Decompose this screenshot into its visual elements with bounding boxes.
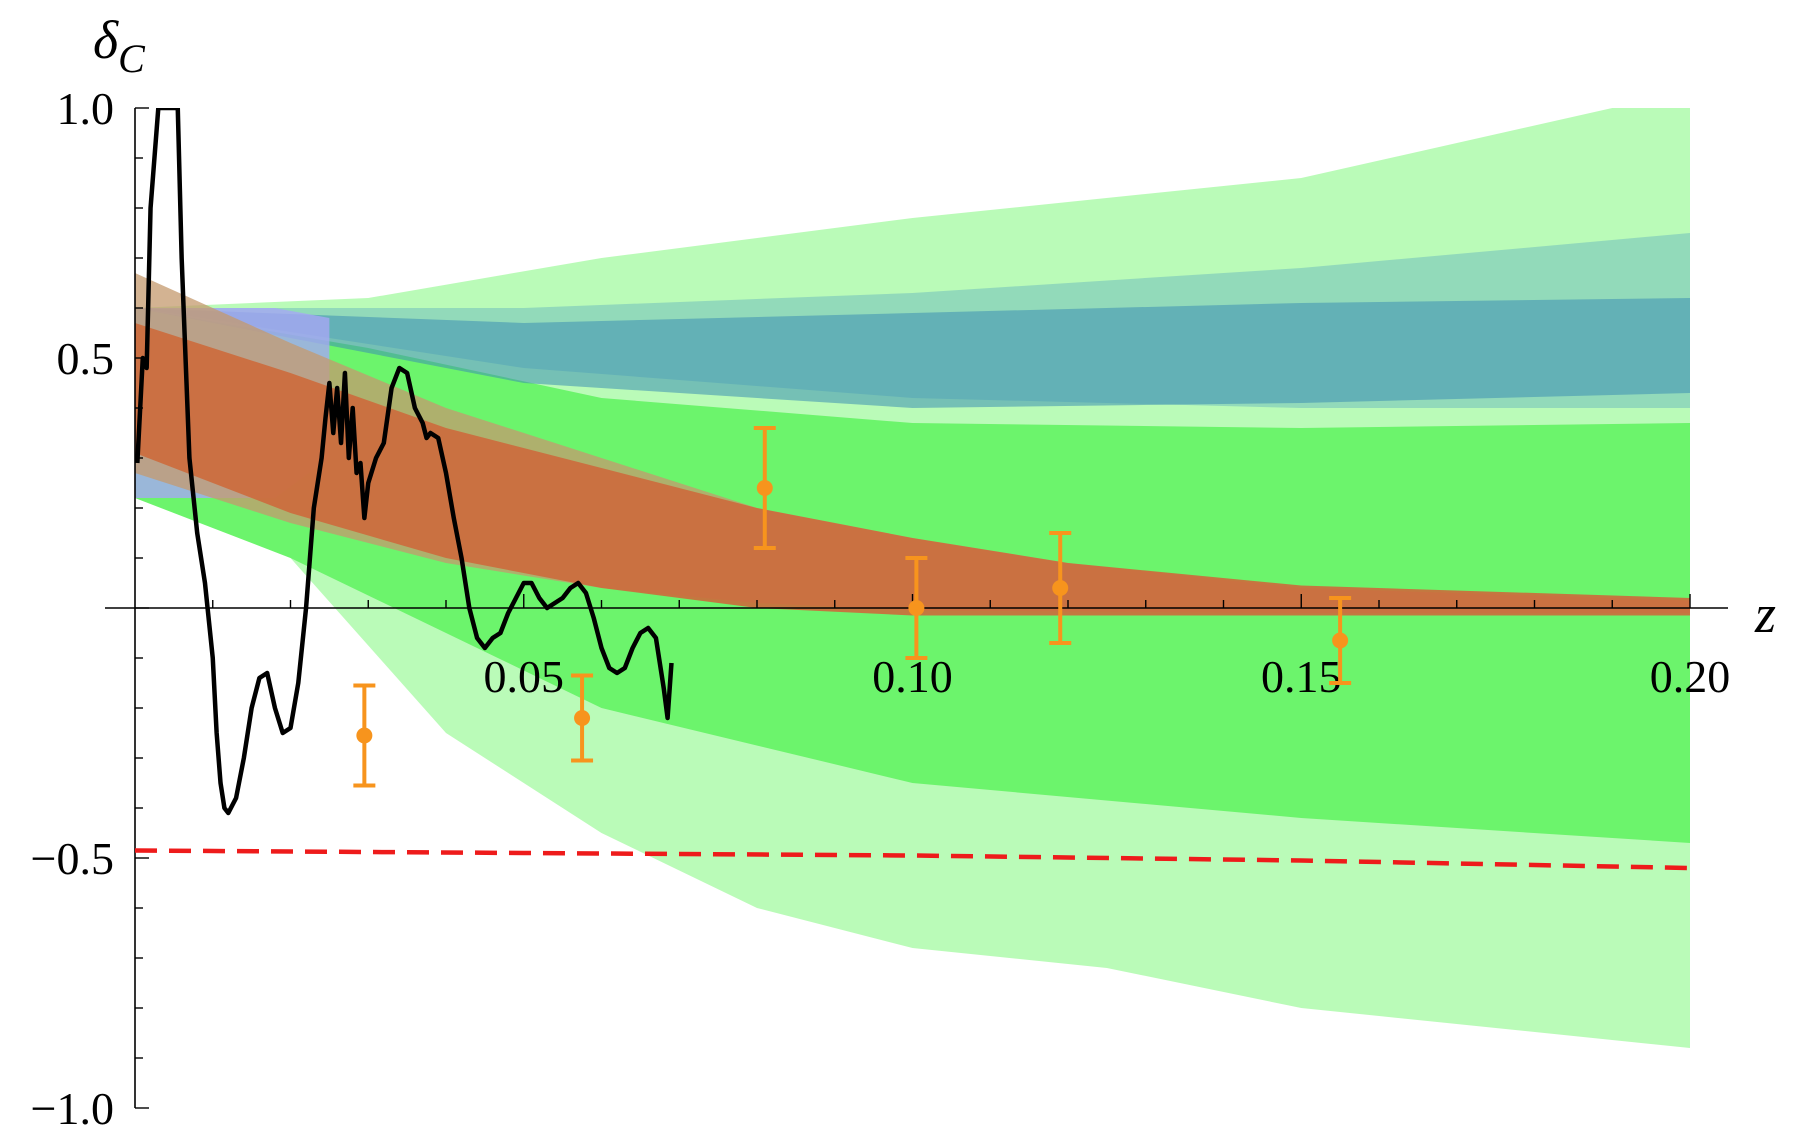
error-point: [353, 683, 376, 788]
data-point: [356, 727, 373, 744]
series: [135, 108, 1690, 871]
error-point: [905, 556, 928, 660]
y-tick-label: −0.5: [31, 833, 114, 884]
band-3: [135, 298, 1690, 408]
error-point: [1049, 531, 1072, 645]
band-6: [135, 323, 1690, 616]
y-tick-label: 1.0: [57, 83, 115, 134]
labels: δC z: [93, 10, 1776, 644]
y-tick-label: 0.5: [57, 333, 115, 384]
data-point: [1052, 580, 1069, 596]
error-point: [1329, 596, 1352, 685]
data-point: [574, 710, 591, 726]
error-point: [571, 673, 594, 763]
confidence-bands: [135, 108, 1690, 1048]
data-curve: [135, 108, 674, 816]
x-tick-label: 0.15: [1261, 651, 1342, 702]
x-tick-label: 0.05: [484, 651, 565, 702]
data-point: [908, 600, 925, 616]
data-point: [756, 480, 773, 496]
dashed-reference-line: [135, 848, 1690, 871]
y-axis-label: δC: [93, 10, 146, 81]
error-point: [753, 426, 776, 550]
data-point: [1332, 632, 1349, 649]
x-axis-label: z: [1754, 584, 1776, 644]
x-tick-label: 0.20: [1650, 651, 1731, 702]
y-tick-label: −1.0: [31, 1083, 114, 1134]
